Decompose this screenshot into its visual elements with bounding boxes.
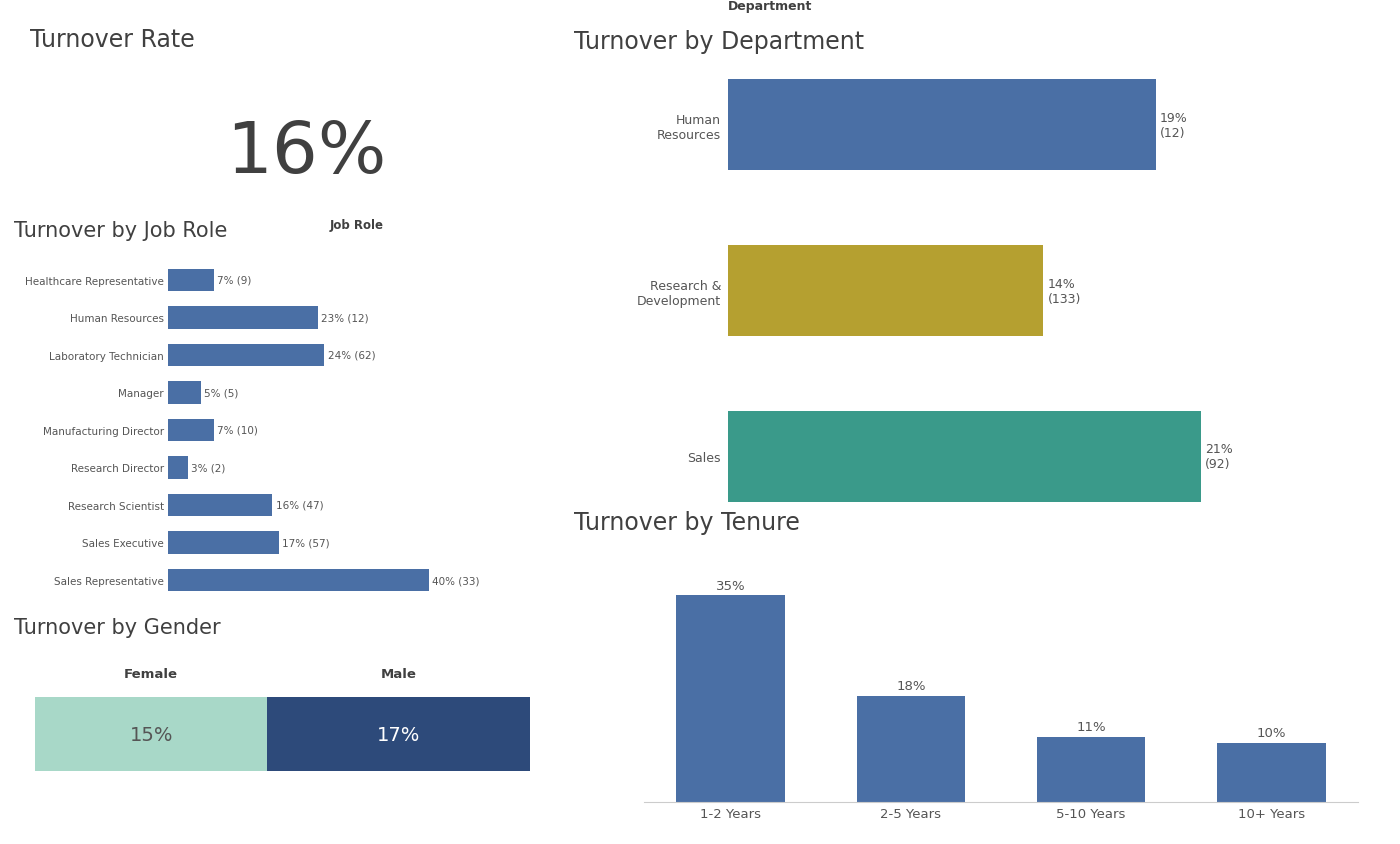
Text: 35%: 35%: [715, 579, 745, 592]
Text: Turnover by Job Role: Turnover by Job Role: [14, 220, 227, 241]
Bar: [168, 344, 325, 367]
Text: 5% (5): 5% (5): [204, 388, 238, 398]
Text: Turnover by Tenure: Turnover by Tenure: [574, 511, 799, 534]
Text: 23% (12): 23% (12): [321, 313, 368, 323]
FancyBboxPatch shape: [267, 697, 531, 771]
Text: Turnover by Gender: Turnover by Gender: [14, 617, 221, 637]
FancyBboxPatch shape: [35, 697, 267, 771]
Bar: [168, 494, 272, 517]
Text: 17%: 17%: [377, 725, 420, 744]
Text: 10%: 10%: [1257, 727, 1287, 739]
Text: 24% (62): 24% (62): [328, 350, 375, 360]
Text: 18%: 18%: [896, 679, 925, 692]
Bar: [676, 596, 784, 802]
Text: Female: Female: [125, 668, 178, 680]
Bar: [168, 381, 200, 404]
Text: 7% (10): 7% (10): [217, 425, 258, 436]
Text: 3% (2): 3% (2): [190, 463, 225, 473]
Bar: [728, 246, 1043, 337]
Text: 40% (33): 40% (33): [433, 576, 479, 586]
Bar: [1218, 743, 1326, 802]
Bar: [728, 80, 1155, 171]
Text: 17% (57): 17% (57): [281, 538, 329, 548]
Text: 14%
(133): 14% (133): [1047, 277, 1081, 306]
Text: 15%: 15%: [129, 725, 174, 744]
Text: Turnover by Department: Turnover by Department: [574, 30, 864, 53]
Bar: [1037, 737, 1145, 802]
Text: Job Role: Job Role: [330, 219, 384, 232]
Bar: [168, 306, 318, 329]
Bar: [168, 457, 188, 479]
Text: 19%
(12): 19% (12): [1161, 111, 1187, 139]
Text: 16%: 16%: [227, 118, 386, 187]
Text: 7% (9): 7% (9): [217, 275, 251, 285]
Text: 21%
(92): 21% (92): [1205, 443, 1233, 471]
Bar: [857, 695, 965, 802]
Bar: [168, 269, 214, 292]
Text: Department: Department: [728, 0, 812, 13]
Text: Turnover Rate: Turnover Rate: [29, 28, 195, 51]
Text: Male: Male: [381, 668, 417, 680]
Text: 11%: 11%: [1077, 721, 1106, 733]
Bar: [168, 419, 214, 441]
Text: 16% (47): 16% (47): [276, 500, 323, 511]
Bar: [168, 569, 428, 592]
Bar: [168, 532, 279, 555]
Bar: [728, 411, 1201, 502]
